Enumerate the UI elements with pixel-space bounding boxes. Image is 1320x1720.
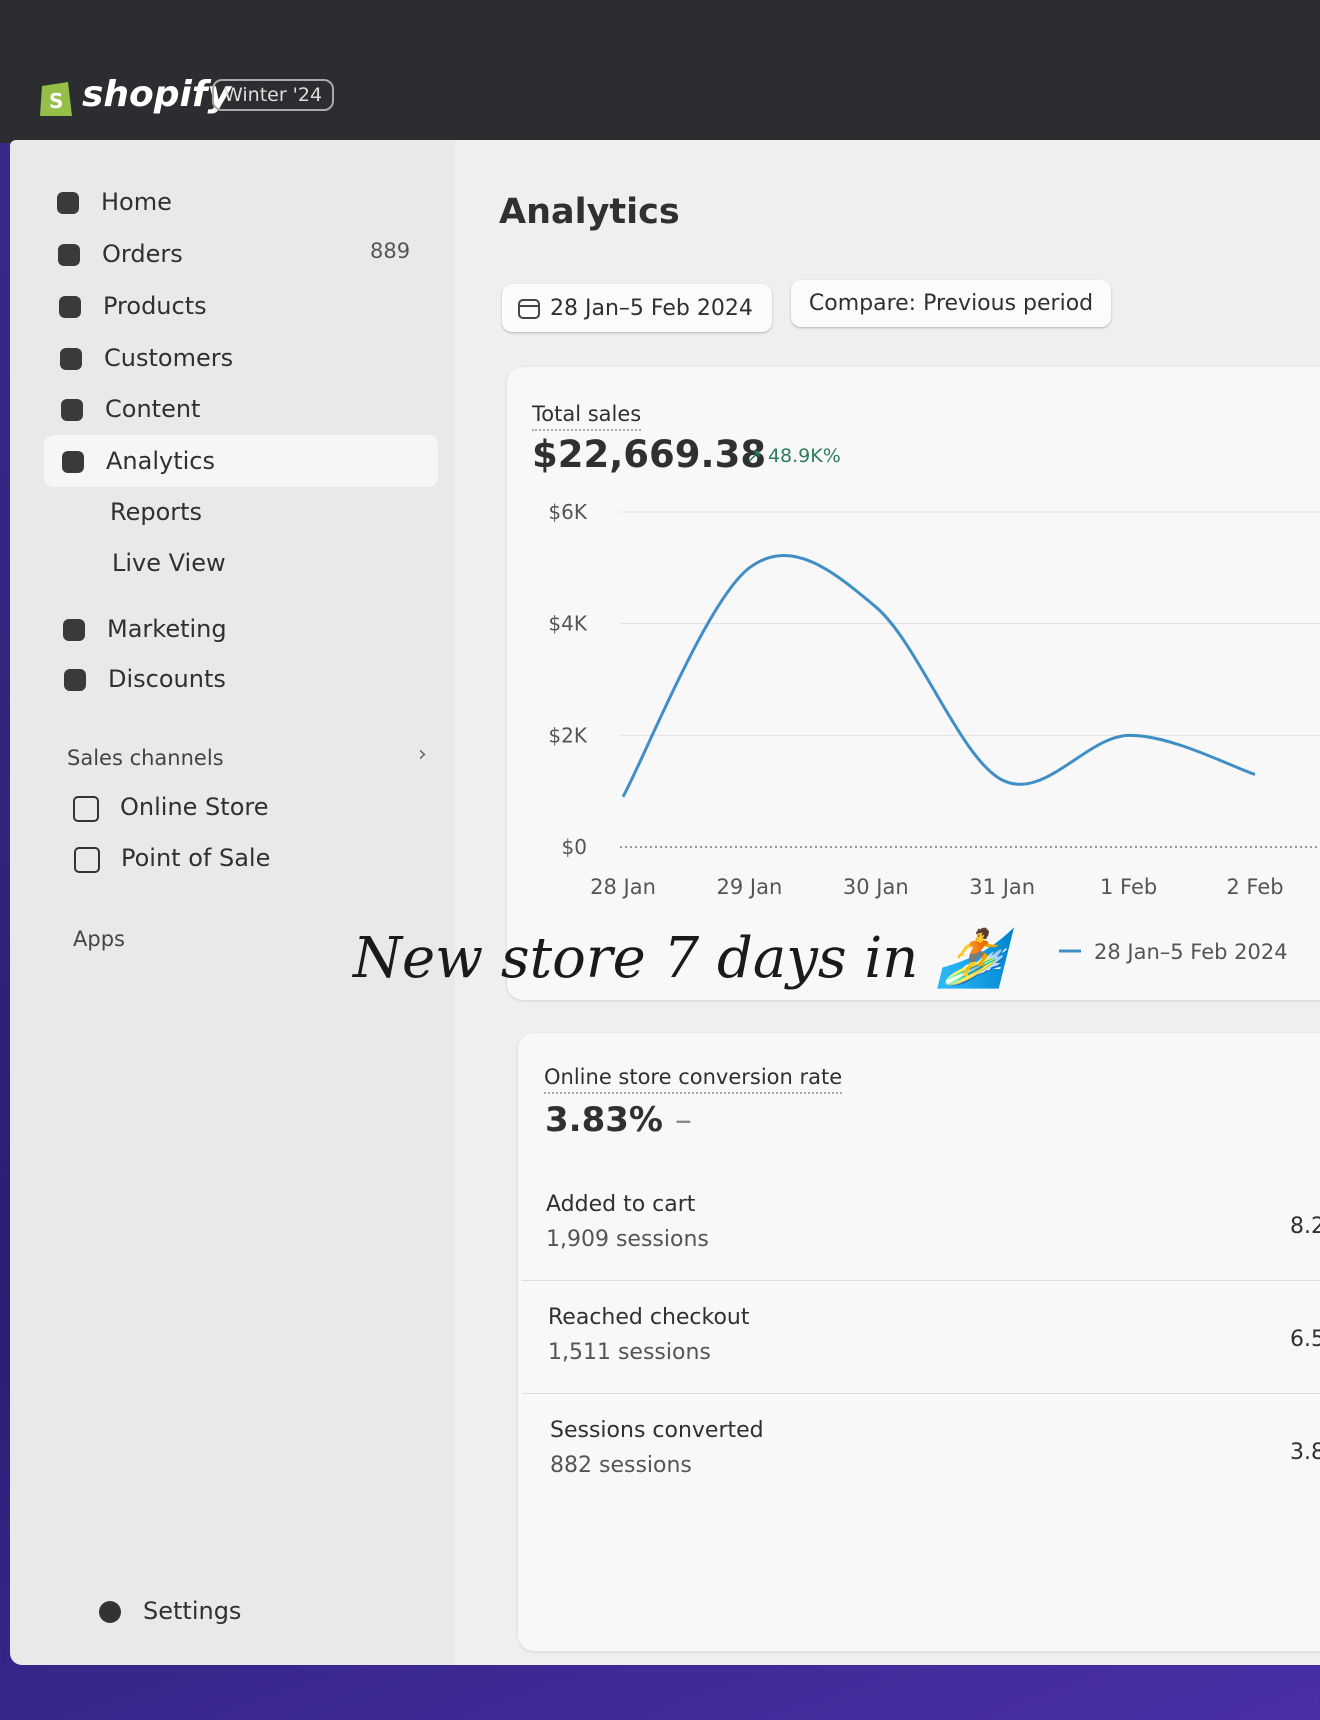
nav-icon [59, 296, 81, 318]
legend-label: 28 Jan–5 Feb 2024 [1094, 940, 1288, 964]
x-tick-label: 2 Feb [1226, 875, 1283, 899]
nav-icon [60, 348, 82, 370]
channel-icon [74, 847, 100, 873]
top-bar [0, 0, 1320, 143]
nav-item[interactable]: Customers [104, 344, 234, 372]
row-label: Added to cart [546, 1192, 696, 1217]
conversion-card [518, 1033, 1320, 1651]
apps-title: Apps [73, 927, 125, 951]
conversion-value: 3.83% – [545, 1100, 692, 1140]
row-sessions: 1,909 sessions [546, 1227, 709, 1252]
y-tick-label: $4K [548, 612, 587, 636]
row-label: Reached checkout [548, 1305, 750, 1330]
x-tick-label: 29 Jan [717, 875, 783, 899]
total-sales-change: ↗ 48.9K% [746, 445, 841, 467]
row-label: Sessions converted [550, 1418, 764, 1443]
channel-item[interactable]: Online Store [120, 793, 269, 821]
x-tick-label: 1 Feb [1100, 875, 1157, 899]
row-divider [522, 1393, 1320, 1394]
x-tick-label: 31 Jan [969, 875, 1035, 899]
nav-item[interactable]: Products [103, 292, 207, 320]
calendar-icon [518, 299, 540, 319]
y-tick-label: $0 [562, 835, 587, 859]
nav-icon [62, 451, 84, 473]
nav-icon [64, 669, 86, 691]
sales-line [621, 554, 1256, 798]
y-tick-label: $2K [548, 723, 587, 747]
nav-icon [61, 399, 83, 421]
nav-item[interactable]: Discounts [108, 665, 226, 693]
x-tick-label: 30 Jan [843, 875, 909, 899]
page-title: Analytics [499, 192, 680, 232]
sales-card [507, 367, 1320, 1000]
nav-item[interactable]: Home [101, 188, 172, 216]
nav-item[interactable]: Orders [102, 240, 183, 268]
nav-icon [57, 192, 79, 214]
nav-subitem[interactable]: Reports [110, 498, 203, 526]
row-divider [522, 1280, 1320, 1281]
settings[interactable]: Settings [143, 1597, 242, 1625]
section-title: Sales channels [67, 746, 224, 770]
logo: shopify [82, 74, 232, 115]
nav-item[interactable]: Analytics [106, 447, 215, 475]
total-sales-value: $22,669.38 [532, 433, 767, 476]
nav-item[interactable]: Content [105, 395, 201, 423]
nav-item[interactable]: Marketing [107, 615, 227, 643]
channel-item[interactable]: Point of Sale [121, 844, 271, 872]
nav-subitem[interactable]: Live View [112, 549, 226, 577]
row-rate: 3.8 [1290, 1440, 1320, 1465]
row-sessions: 882 sessions [550, 1453, 692, 1478]
compare-label: Compare: Previous period [808, 291, 1094, 316]
caption: New store 7 days in 🏄 [353, 926, 1006, 991]
row-rate: 6.5 [1290, 1327, 1320, 1352]
conversion-change: – [674, 1100, 692, 1140]
conversion-label: Online store conversion rate [544, 1065, 843, 1094]
conversion-rate: 3.83% [545, 1100, 663, 1140]
orders-count: 889 [370, 239, 411, 263]
total-sales-label: Total sales [532, 402, 642, 431]
nav-icon [58, 244, 80, 266]
date-range-button[interactable]: 28 Jan–5 Feb 2024 [502, 284, 772, 332]
svg-text:S: S [49, 89, 63, 113]
channel-icon [73, 796, 99, 822]
x-tick-label: 28 Jan [590, 875, 656, 899]
date-range: 28 Jan–5 Feb 2024 [550, 295, 753, 321]
active-highlight [44, 435, 438, 487]
compare-button[interactable]: Compare: Previous period [791, 280, 1111, 327]
nav-icon [63, 619, 85, 641]
chevron: › [418, 742, 427, 767]
row-sessions: 1,511 sessions [548, 1340, 711, 1365]
settings-icon [99, 1601, 121, 1623]
y-tick-label: $6K [548, 500, 587, 524]
version-badge: Winter '24 [212, 79, 335, 111]
row-rate: 8.2 [1290, 1214, 1320, 1239]
sales-chart: $0 $2K $4K $6K 28 Jan 29 Jan 30 Jan 31 Jan 1 Feb… [548, 500, 1320, 964]
shopify-bag-icon: S [40, 82, 72, 116]
change-value: 48.9K% [767, 445, 841, 467]
